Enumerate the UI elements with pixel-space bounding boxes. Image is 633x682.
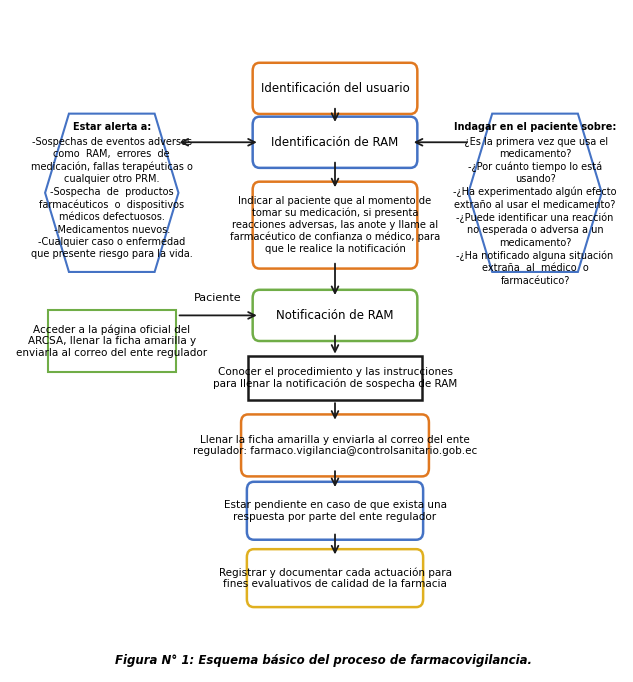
Text: Indicar al paciente que al momento de
tomar su medicación, si presenta
reaccione: Indicar al paciente que al momento de to… [230, 196, 440, 254]
Text: Conocer el procedimiento y las instrucciones
para llenar la notificación de sosp: Conocer el procedimiento y las instrucci… [213, 367, 457, 389]
FancyBboxPatch shape [247, 549, 423, 607]
FancyBboxPatch shape [253, 181, 417, 269]
Polygon shape [468, 114, 602, 272]
Text: Figura N° 1: Esquema básico del proceso de farmacovigilancia.: Figura N° 1: Esquema básico del proceso … [115, 655, 532, 668]
FancyBboxPatch shape [241, 415, 429, 477]
Text: Estar alerta a:: Estar alerta a: [73, 121, 151, 132]
FancyBboxPatch shape [48, 310, 175, 372]
Polygon shape [45, 114, 179, 272]
Text: Estar pendiente en caso de que exista una
respuesta por parte del ente regulador: Estar pendiente en caso de que exista un… [223, 500, 446, 522]
FancyBboxPatch shape [253, 117, 417, 168]
FancyBboxPatch shape [253, 290, 417, 341]
Text: Paciente: Paciente [194, 293, 242, 303]
FancyBboxPatch shape [253, 63, 417, 114]
FancyBboxPatch shape [247, 481, 423, 539]
Text: Identificación de RAM: Identificación de RAM [272, 136, 399, 149]
Text: -Sospechas de eventos adversos
como  RAM,  errores  de
medicación, fallas terapé: -Sospechas de eventos adversos como RAM,… [31, 136, 192, 259]
Text: Acceder a la página oficial del
ARCSA, llenar la ficha amarilla y
enviarla al co: Acceder a la página oficial del ARCSA, l… [16, 324, 208, 358]
Text: Indagar en el paciente sobre:: Indagar en el paciente sobre: [454, 121, 616, 132]
Text: Identificación del usuario: Identificación del usuario [261, 82, 410, 95]
Text: -¿Es la primera vez que usa el
medicamento?
-¿Por cuánto tiempo lo está
usando?
: -¿Es la primera vez que usa el medicamen… [453, 136, 617, 286]
Text: Llenar la ficha amarilla y enviarla al correo del ente
regulador: farmaco.vigila: Llenar la ficha amarilla y enviarla al c… [193, 434, 477, 456]
FancyBboxPatch shape [248, 356, 422, 400]
Text: Registrar y documentar cada actuación para
fines evaluativos de calidad de la fa: Registrar y documentar cada actuación pa… [218, 567, 451, 589]
Text: Notificación de RAM: Notificación de RAM [276, 309, 394, 322]
